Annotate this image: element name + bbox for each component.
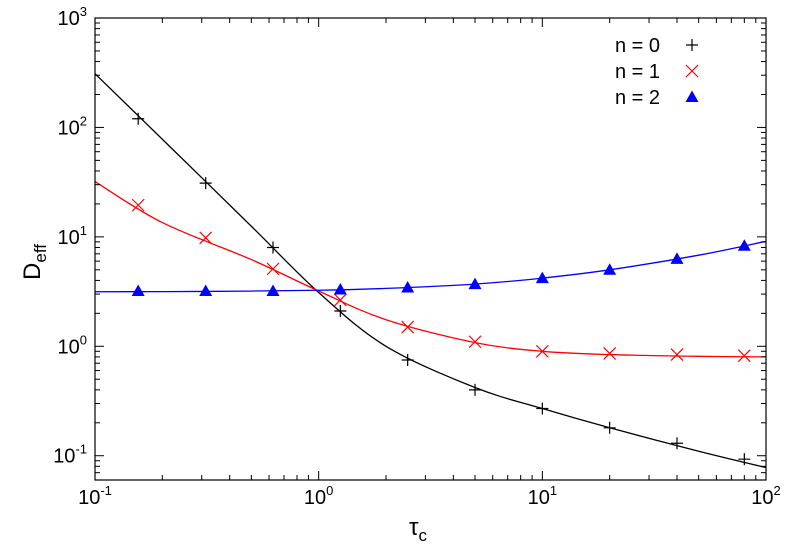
data-point-series-1: [266, 262, 280, 276]
data-point-series-2: [737, 239, 751, 251]
legend: n = 0 n = 1 n = 2: [615, 35, 699, 109]
data-point-series-0: [132, 112, 145, 125]
data-point-series-2: [670, 252, 684, 264]
y-tick-label: 103: [58, 4, 87, 30]
data-point-series-1: [737, 349, 751, 363]
data-point-series-0: [334, 305, 347, 318]
fit-line-series-0: [94, 73, 767, 469]
y-tick-label: 100: [58, 332, 87, 358]
axes: 10-1 100 101 102 10-1 100 101 102 103: [53, 4, 781, 509]
data-point-series-1: [199, 231, 213, 245]
data-point-series-2: [333, 283, 347, 295]
data-point-series-0: [738, 453, 751, 466]
legend-label: n = 1: [615, 61, 660, 83]
plot-frame: [94, 17, 767, 481]
data-point-series-0: [401, 353, 414, 366]
data-point-series-2: [199, 284, 213, 297]
data-point-series-0: [670, 437, 683, 450]
data-point-series-1: [468, 335, 482, 349]
legend-marker-plus: [686, 39, 698, 51]
legend-label: n = 2: [615, 87, 660, 109]
x-tick-label: 100: [304, 483, 333, 509]
y-tick-label: 10-1: [53, 442, 87, 468]
data-point-series-0: [267, 241, 280, 254]
data-point-series-0: [199, 177, 212, 190]
y-tick-label: 102: [58, 113, 87, 139]
data-point-series-2: [131, 284, 145, 297]
fit-line-series-1: [94, 181, 767, 358]
data-point-series-0: [469, 383, 482, 396]
y-tick-label: 101: [58, 223, 87, 249]
data-point-series-0: [536, 402, 549, 415]
legend-label: n = 0: [615, 35, 660, 57]
x-axis-title: τc: [409, 514, 427, 545]
data-point-series-1: [131, 198, 145, 212]
data-point-series-0: [603, 421, 616, 434]
legend-marker-cross: [685, 64, 699, 78]
data-point-series-1: [670, 348, 684, 362]
data-point-series-1: [401, 320, 415, 334]
data-point-series-2: [401, 280, 415, 293]
data-point-series-1: [535, 344, 549, 358]
data-point-series-2: [468, 277, 482, 290]
data-point-series-2: [266, 284, 280, 297]
y-axis-title: Deff: [19, 244, 50, 280]
legend-marker-triangle: [685, 90, 699, 102]
x-tick-label: 10-1: [78, 483, 112, 509]
data-point-series-2: [535, 271, 549, 284]
x-tick-label: 101: [528, 483, 557, 509]
data-point-series-2: [603, 263, 617, 275]
fit-curves: [94, 73, 767, 469]
fit-line-series-2: [94, 240, 767, 293]
data-point-series-1: [333, 293, 347, 307]
data-markers: [131, 112, 751, 466]
data-point-series-1: [603, 347, 617, 360]
x-tick-label: 102: [751, 483, 780, 509]
